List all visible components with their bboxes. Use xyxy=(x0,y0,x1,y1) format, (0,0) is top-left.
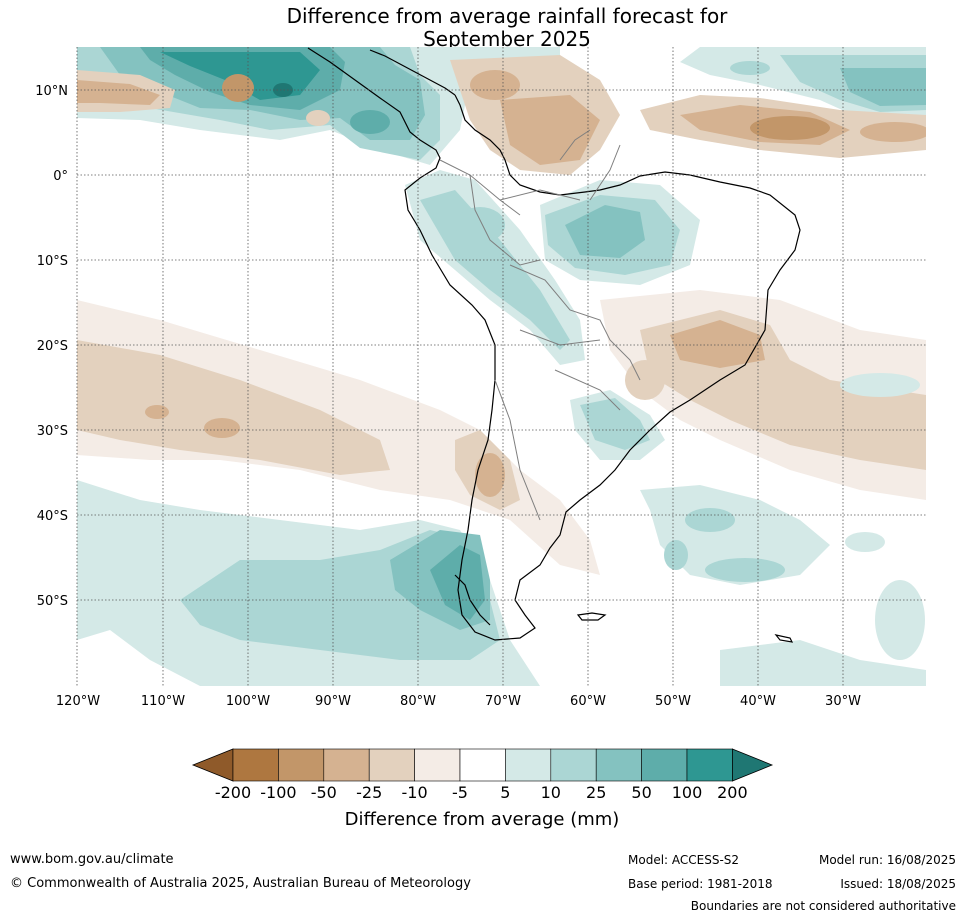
colorbar-tick: -25 xyxy=(356,783,382,802)
base-period-text: Base period: 1981-2018 xyxy=(628,877,773,891)
lat-label: 30°S xyxy=(37,424,68,439)
colorbar-swatch xyxy=(414,748,461,782)
colorbar-tick: 5 xyxy=(500,783,510,802)
colorbar: -200 -100 -50 -25 -10 -5 5 10 25 50 100 … xyxy=(191,748,774,830)
colorbar-swatch xyxy=(550,748,597,782)
model-text: Model: ACCESS-S2 xyxy=(628,853,740,867)
lat-label: 40°S xyxy=(37,509,68,524)
website-link[interactable]: www.bom.gov.au/climate xyxy=(10,852,174,867)
gridlines xyxy=(76,47,926,686)
lat-label: 10°S xyxy=(37,254,68,269)
lat-label: 10°N xyxy=(35,84,68,99)
lon-label: 80°W xyxy=(400,694,436,709)
title-line-1: Difference from average rainfall forecas… xyxy=(286,4,728,28)
lon-label: 70°W xyxy=(485,694,521,709)
lon-label: 60°W xyxy=(570,694,606,709)
lat-label: 0° xyxy=(53,169,68,184)
colorbar-tick: 200 xyxy=(717,783,748,802)
colorbar-arrow-low xyxy=(191,748,234,782)
colorbar-swatch xyxy=(641,748,688,782)
colorbar-tick: 100 xyxy=(672,783,703,802)
colorbar-swatch xyxy=(323,748,370,782)
colorbar-tick: -200 xyxy=(215,783,251,802)
colorbar-swatch xyxy=(505,748,552,782)
lon-label: 40°W xyxy=(740,694,776,709)
colorbar-title: Difference from average (mm) xyxy=(345,809,620,830)
lon-label: 120°W xyxy=(56,694,100,709)
country-borders xyxy=(439,129,641,521)
colorbar-tick: 10 xyxy=(541,783,561,802)
colorbar-tick: -10 xyxy=(402,783,428,802)
title-line-2: September 2025 xyxy=(423,27,591,51)
colorbar-arrow-high xyxy=(732,748,774,782)
lon-label: 50°W xyxy=(655,694,691,709)
lon-label: 90°W xyxy=(315,694,351,709)
colorbar-swatch xyxy=(278,748,325,782)
colorbar-tick: 25 xyxy=(586,783,606,802)
colorbar-swatch xyxy=(595,748,642,782)
copyright-text: © Commonwealth of Australia 2025, Austra… xyxy=(10,876,471,891)
map-title: Difference from average rainfall forecas… xyxy=(0,5,965,51)
colorbar-tick: -100 xyxy=(260,783,296,802)
longitude-labels: 120°W 110°W 100°W 90°W 80°W 70°W 60°W 50… xyxy=(56,694,861,709)
rainfall-field xyxy=(77,47,926,686)
colorbar-tick: -50 xyxy=(311,783,337,802)
colorbar-swatch xyxy=(459,748,506,782)
lon-label: 30°W xyxy=(825,694,861,709)
colorbar-tick: -5 xyxy=(452,783,468,802)
disclaimer-text: Boundaries are not considered authoritat… xyxy=(690,899,956,913)
model-run-text: Model run: 16/08/2025 xyxy=(818,853,956,867)
colorbar-swatch xyxy=(686,748,733,782)
colorbar-tick: 50 xyxy=(631,783,651,802)
issued-text: Issued: 18/08/2025 xyxy=(840,877,956,891)
colorbar-swatch xyxy=(232,748,279,782)
lat-label: 20°S xyxy=(37,339,68,354)
lat-label: 50°S xyxy=(37,594,68,609)
lon-label: 110°W xyxy=(141,694,185,709)
lon-label: 100°W xyxy=(226,694,270,709)
colorbar-swatch xyxy=(368,748,415,782)
latitude-labels: 10°N 0° 10°S 20°S 30°S 40°S 50°S xyxy=(35,84,68,609)
